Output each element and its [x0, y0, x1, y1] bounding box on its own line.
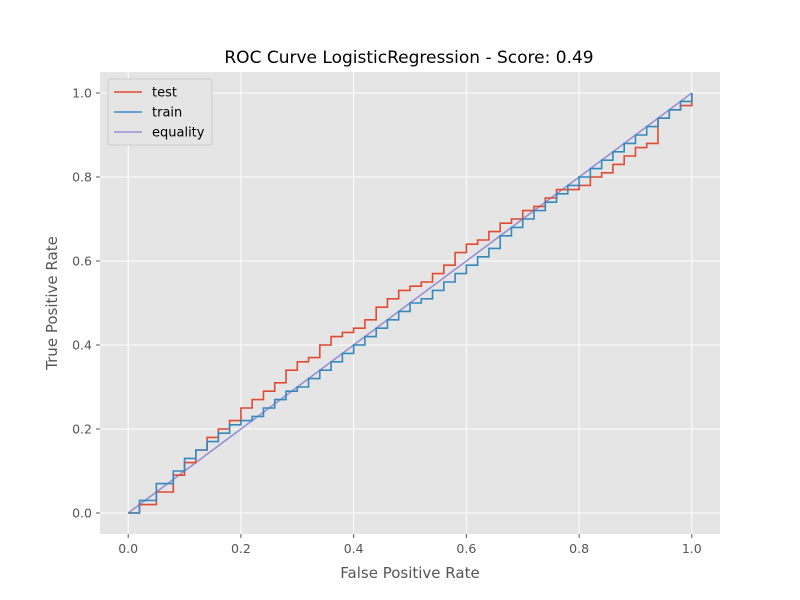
legend-label-train: train: [152, 106, 182, 121]
x-tick-label: 0.6: [456, 541, 476, 556]
x-tick-label: 0.2: [231, 541, 251, 556]
x-tick-label: 1.0: [682, 541, 702, 556]
series-layer: [127, 92, 693, 514]
x-axis-ticks: 0.0 0.2 0.4 0.6 0.8 1.0: [118, 534, 702, 556]
legend-label-equality: equality: [152, 126, 205, 141]
series-line-train: [128, 93, 693, 514]
chart-title: ROC Curve LogisticRegression - Score: 0.…: [224, 48, 593, 68]
y-tick-label: 0.4: [72, 338, 92, 353]
legend-label-test: test: [152, 86, 177, 101]
y-tick-label: 0.8: [72, 170, 92, 185]
legend: test train equality: [107, 78, 213, 146]
series-line-test: [128, 93, 693, 514]
y-axis-ticks: 0.0 0.2 0.4 0.6 0.8 1.0: [72, 86, 100, 521]
legend-box: [107, 78, 213, 146]
x-tick-label: 0.0: [118, 541, 138, 556]
y-tick-label: 0.0: [72, 506, 92, 521]
y-axis-label: True Positive Rate: [43, 236, 61, 371]
y-tick-label: 1.0: [72, 86, 92, 101]
y-tick-label: 0.2: [72, 422, 92, 437]
x-tick-label: 0.4: [344, 541, 364, 556]
y-tick-label: 0.6: [72, 254, 92, 269]
x-axis-label: False Positive Rate: [340, 564, 479, 582]
grid: [100, 72, 720, 534]
x-tick-label: 0.8: [569, 541, 589, 556]
